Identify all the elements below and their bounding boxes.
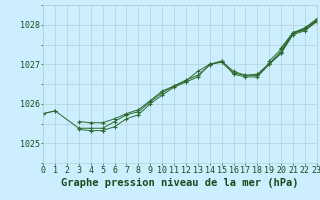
X-axis label: Graphe pression niveau de la mer (hPa): Graphe pression niveau de la mer (hPa) [61, 178, 299, 188]
